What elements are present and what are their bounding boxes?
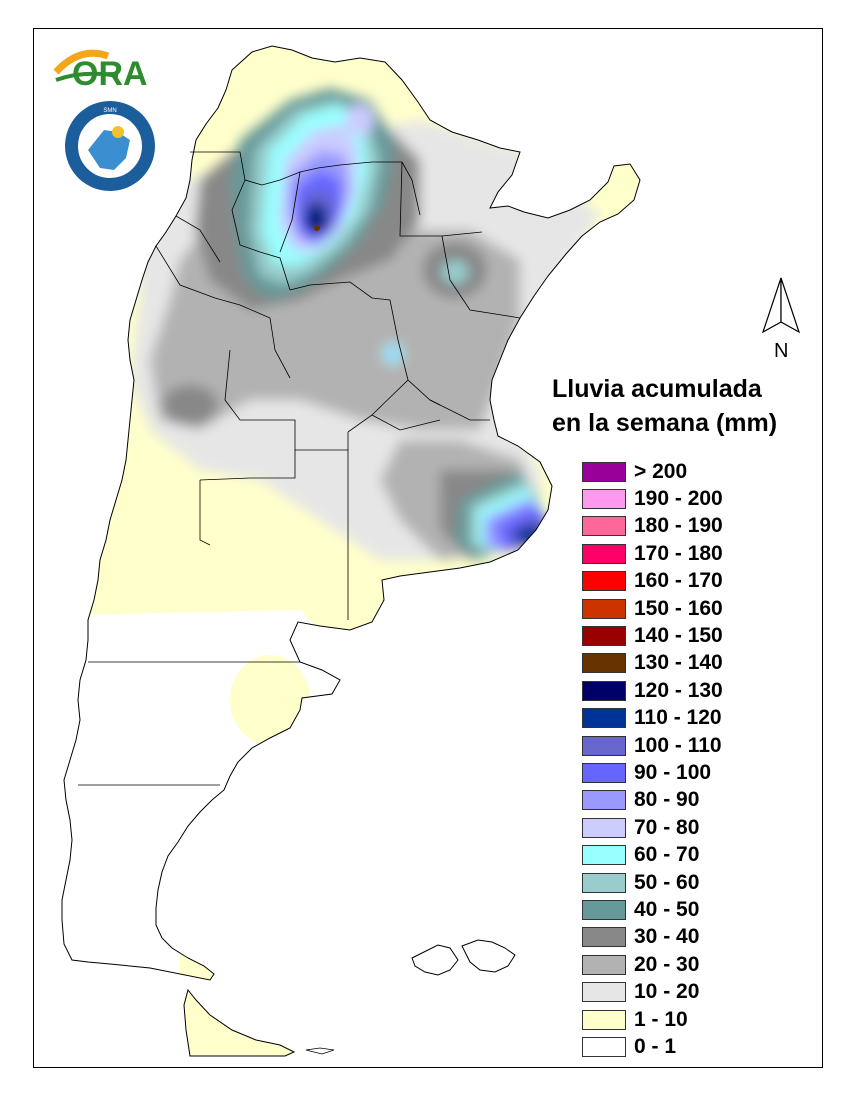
legend-swatch [582, 790, 626, 811]
legend-swatch [582, 680, 626, 701]
legend-swatch [582, 817, 626, 838]
legend-item: 150 - 160 [582, 595, 723, 622]
legend-label: 80 - 90 [634, 788, 700, 812]
legend-title-line1: Lluvia acumulada [552, 375, 762, 403]
legend-item: 50 - 60 [582, 869, 723, 896]
legend-label: 30 - 40 [634, 925, 700, 949]
ora-logo-text: ORA [72, 55, 148, 93]
legend-swatch [582, 543, 626, 564]
legend-label: 10 - 20 [634, 980, 700, 1004]
precipitation-field [62, 88, 600, 980]
islas-malvinas [411, 939, 516, 976]
legend-label: 160 - 170 [634, 569, 723, 593]
legend-label: 1 - 10 [634, 1007, 688, 1031]
legend-label: 40 - 50 [634, 897, 700, 921]
legend-item: 100 - 110 [582, 732, 723, 759]
legend-swatch [582, 845, 626, 866]
legend-item: 70 - 80 [582, 814, 723, 841]
ora-logo: ORA [53, 49, 148, 93]
legend-label: 110 - 120 [634, 706, 722, 730]
legend-item: 130 - 140 [582, 650, 723, 677]
legend-swatch [582, 1009, 626, 1030]
legend-item: 10 - 20 [582, 978, 723, 1005]
legend-item: 190 - 200 [582, 485, 723, 512]
legend-label: 50 - 60 [634, 870, 700, 894]
legend-label: 120 - 130 [634, 678, 723, 702]
legend-swatch [582, 653, 626, 674]
legend-swatch [582, 461, 626, 482]
legend-item: 1 - 10 [582, 1006, 723, 1033]
legend-swatch [582, 954, 626, 975]
legend-swatch [582, 598, 626, 619]
legend-label: 190 - 200 [634, 487, 723, 511]
legend-item: 160 - 170 [582, 568, 723, 595]
legend-swatch [582, 762, 626, 783]
legend-item: 30 - 40 [582, 924, 723, 951]
legend-item: > 200 [582, 458, 723, 485]
legend-label: 140 - 150 [634, 624, 723, 648]
legend-swatch [582, 872, 626, 893]
legend-title-line2: en la semana (mm) [552, 409, 778, 437]
north-arrow-icon: N [761, 277, 801, 362]
legend-swatch [582, 982, 626, 1003]
legend-item: 140 - 150 [582, 622, 723, 649]
legend-item: 180 - 190 [582, 513, 723, 540]
legend-swatch [582, 708, 626, 729]
tierra-del-fuego [183, 988, 296, 1057]
legend-label: 0 - 1 [634, 1034, 677, 1058]
smn-seal-text: SMN [103, 108, 116, 114]
legend-swatch [582, 735, 626, 756]
legend-label: 100 - 110 [634, 733, 722, 757]
province-boundaries [78, 151, 521, 786]
legend-item: 20 - 30 [582, 951, 723, 978]
legend-label: 70 - 80 [634, 815, 700, 839]
legend-swatch [582, 516, 626, 537]
legend-item: 40 - 50 [582, 896, 723, 923]
legend-label: 90 - 100 [634, 760, 712, 784]
legend-swatch [582, 899, 626, 920]
legend-item: 60 - 70 [582, 841, 723, 868]
legend-label: > 200 [634, 459, 688, 483]
legend-label: 150 - 160 [634, 596, 723, 620]
legend-list: > 200 190 - 200 180 - 190 170 - 180 160 - 17… [582, 458, 723, 1061]
legend-swatch [582, 626, 626, 647]
legend-label: 60 - 70 [634, 843, 700, 867]
legend-item: 80 - 90 [582, 787, 723, 814]
legend-swatch [582, 927, 626, 948]
legend-title: Lluvia acumulada en la semana (mm) [552, 372, 777, 440]
isla-de-los-estados [305, 1047, 335, 1055]
legend-label: 130 - 140 [634, 651, 723, 675]
legend-label: 180 - 190 [634, 514, 723, 538]
north-label: N [774, 340, 788, 362]
legend-item: 110 - 120 [582, 705, 723, 732]
legend-swatch [582, 489, 626, 510]
legend-item: 120 - 130 [582, 677, 723, 704]
legend-item: 170 - 180 [582, 540, 723, 567]
legend-swatch [582, 1036, 626, 1057]
legend-label: 20 - 30 [634, 952, 700, 976]
legend-swatch [582, 571, 626, 592]
legend-label: 170 - 180 [634, 541, 723, 565]
legend-item: 0 - 1 [582, 1033, 723, 1060]
legend-item: 90 - 100 [582, 759, 723, 786]
smn-seal-logo: SMN [65, 101, 155, 191]
